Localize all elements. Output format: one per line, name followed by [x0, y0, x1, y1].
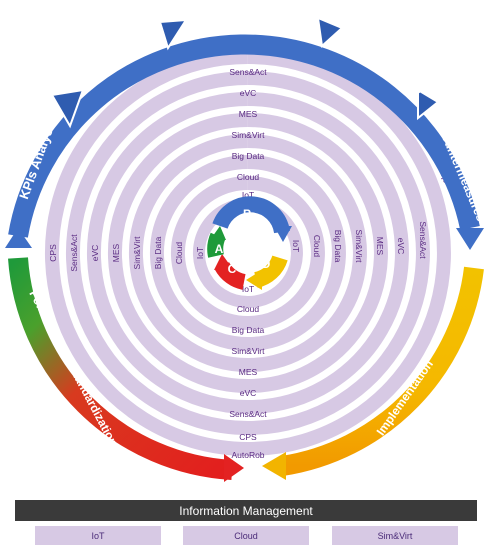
ring-7: [170, 176, 325, 330]
info-item-label: Cloud: [234, 530, 258, 541]
info-item-cloud: Cloud: [183, 526, 309, 545]
ring-4: [107, 113, 388, 393]
ring-bottom-label: MES: [239, 367, 258, 377]
info-item-label: Sim&Virt: [377, 530, 413, 541]
ring-5: [128, 134, 367, 372]
chevron-arrow-icon: [274, 226, 292, 242]
pdca-letter-c: C: [228, 262, 237, 276]
ring-bottom-label: eVC: [240, 388, 257, 398]
ring-right-label: eVC: [396, 238, 406, 255]
ring-top-label: Big Data: [232, 151, 265, 161]
ring-bottom-label: CPS: [239, 432, 257, 442]
pdca-letter-d: D: [262, 257, 271, 271]
technology-rings: [45, 50, 451, 456]
chevron-arrow-icon: [5, 228, 32, 248]
ring-bottom-label: Cloud: [237, 304, 259, 314]
process-cycle: Diagnosis Mapping KPIs Analysis Root Cau…: [5, 9, 488, 482]
ring-right-label: Sens&Act: [418, 221, 428, 259]
ring-2: [65, 71, 430, 435]
ring-6: [149, 155, 346, 351]
chevron-arrow-icon: [50, 88, 85, 129]
ring-top-label: eVC: [240, 88, 257, 98]
ring-left-label: Sens&Act: [69, 234, 79, 272]
ring-3: [87, 92, 409, 414]
ring-bottom-label: Big Data: [232, 325, 265, 335]
chevron-arrow-icon: [456, 228, 484, 250]
ring-bottom-label: Sim&Virt: [232, 346, 266, 356]
ring-right-label: Cloud: [312, 235, 322, 257]
ring-top-label: MES: [239, 109, 258, 119]
ring-left-label: eVC: [90, 245, 100, 262]
diagnosis-arc: [8, 34, 480, 238]
chevron-arrow-icon: [417, 88, 440, 121]
information-management-bar: Information Management: [15, 500, 477, 521]
ring-left-label: Sim&Virt: [132, 236, 142, 270]
ring-bottom-label: IoT: [242, 284, 254, 294]
ring-left-label: MES: [111, 243, 121, 262]
implementation-arc: [280, 266, 484, 476]
ring-left-label: CPS: [48, 244, 58, 262]
info-item-label: IoT: [91, 530, 105, 541]
pdca-wheel: P D C A: [207, 196, 292, 290]
ring-left-label: Big Data: [153, 236, 163, 269]
ring-left-label: IoT: [195, 247, 205, 259]
ring-bottom-label: AutoRob: [231, 450, 264, 460]
followup-arc: [8, 257, 233, 480]
pdca-letter-a: A: [215, 242, 224, 256]
chevron-arrow-icon: [210, 226, 226, 240]
chevron-arrow-icon: [224, 454, 244, 482]
chevron-arrow-icon: [158, 18, 188, 51]
ring-left-label: Cloud: [174, 242, 184, 264]
ring-top-label: Sim&Virt: [232, 130, 266, 140]
ring-right-label: Sim&Virt: [354, 230, 364, 264]
chevron-arrow-icon: [246, 270, 262, 290]
pdca-plan-segment: [212, 196, 290, 234]
ring-right-label: Big Data: [333, 230, 343, 263]
ring-top-label: Cloud: [237, 172, 259, 182]
chevron-arrow-icon: [262, 452, 286, 480]
ring-right-label: MES: [375, 237, 385, 256]
chevron-arrow-icon: [316, 16, 344, 48]
ring-right-label: IoT: [291, 240, 301, 252]
chevron-arrow-icon: [214, 254, 232, 270]
info-item-sim-virt: Sim&Virt: [332, 526, 458, 545]
ring-top-label: IoT: [242, 190, 254, 200]
ring-bottom-label: Sens&Act: [229, 409, 267, 419]
stage-label-diagnosis: Diagnosis: [213, 9, 280, 25]
lean-industry40-cycle-diagram: CPS Sens&Act eVC MES Sim&Virt Big Data C…: [5, 9, 488, 482]
ring-top-label: Sens&Act: [229, 67, 267, 77]
pdca-letter-p: P: [243, 207, 251, 221]
ring-1: [45, 50, 451, 456]
info-item-iot: IoT: [35, 526, 161, 545]
information-management-title: Information Management: [179, 503, 313, 518]
